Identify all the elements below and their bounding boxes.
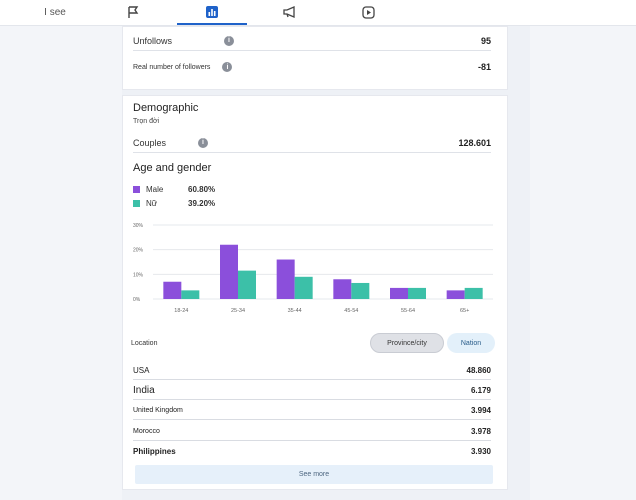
y-tick-label: 30%	[133, 223, 144, 229]
couples-label: Couples	[133, 137, 167, 148]
country-value: 3.994	[470, 405, 491, 415]
y-tick-label: 10%	[133, 272, 144, 278]
nation-button[interactable]: Nation	[447, 333, 495, 353]
x-tick-label: 65+	[460, 308, 469, 314]
unfollows-value: 95	[480, 35, 491, 46]
real-followers-label: Real number of followers	[133, 63, 211, 71]
info-icon[interactable]: i	[198, 137, 209, 148]
bar-male-65+	[446, 290, 465, 299]
x-tick-label: 18-24	[174, 308, 188, 314]
bar-male-55-64	[390, 287, 408, 299]
country-value: 6.179	[470, 385, 491, 395]
bar-male-45-54	[333, 279, 352, 299]
couples-row: Couples i 128.601	[133, 133, 491, 153]
unfollows-label: Unfollows	[133, 35, 173, 46]
megaphone-icon	[283, 6, 295, 18]
country-name: Morocco	[133, 427, 160, 435]
play-icon	[361, 5, 375, 19]
country-value: 3.930	[470, 447, 491, 456]
tab-bar: I see	[0, 0, 636, 26]
location-row: India 6.179	[133, 381, 491, 400]
tab-flag[interactable]	[98, 0, 168, 24]
country-name: USA	[133, 365, 150, 375]
tab-video[interactable]	[333, 0, 403, 24]
bar-male-18-24	[163, 281, 182, 299]
legend-swatch-male	[133, 186, 140, 193]
tab-i-see[interactable]: I see	[20, 0, 90, 24]
couples-value: 128.601	[458, 137, 491, 148]
left-background	[0, 26, 122, 500]
legend-swatch-female	[133, 200, 140, 207]
country-name: India	[133, 384, 155, 396]
bar-female-25-34	[238, 270, 256, 299]
tab-i-see-label: I see	[44, 6, 66, 18]
x-tick-label: 25-34	[231, 308, 245, 314]
info-icon[interactable]: i	[222, 62, 233, 72]
country-name: Philippines	[133, 447, 176, 456]
legend-male: Male 60.80%	[133, 185, 215, 194]
see-more-button[interactable]: See more	[135, 465, 493, 484]
bar-female-18-24	[181, 290, 200, 299]
country-value: 48.860	[466, 365, 491, 375]
legend-female-label: Nữ	[146, 199, 158, 208]
flag-icon	[128, 5, 139, 18]
right-background	[530, 26, 636, 500]
province-city-button[interactable]: Province/city	[370, 333, 444, 353]
real-followers-value: -81	[477, 62, 491, 72]
y-tick-label: 20%	[133, 248, 144, 254]
legend-male-pct: 60.80%	[188, 185, 216, 194]
age-gender-title: Age and gender	[133, 162, 212, 174]
country-value: 3.978	[470, 426, 491, 436]
location-row: Philippines 3.930	[133, 442, 491, 461]
legend-female: Nữ 39.20%	[133, 199, 215, 208]
location-row: United Kingdom 3.994	[133, 401, 491, 420]
tab-statistics[interactable]	[177, 0, 247, 25]
bar-female-35-44	[294, 276, 313, 299]
bar-male-25-34	[220, 244, 238, 299]
country-name: United Kingdom	[133, 406, 183, 414]
location-label: Location	[131, 340, 158, 347]
bar-male-35-44	[276, 259, 295, 299]
tab-ads[interactable]	[255, 0, 325, 24]
bar-female-55-64	[408, 287, 426, 299]
age-gender-chart: 0% 10% 20% 30% 18-24 25-34 35-44 45-54 55-64 65+	[133, 223, 493, 314]
demographic-card: Demographic Trọn đời Couples i 128.601 A…	[122, 95, 508, 490]
real-followers-row: Real number of followers i -81	[133, 55, 491, 79]
bar-female-65+	[464, 287, 483, 299]
x-tick-label: 35-44	[288, 308, 302, 314]
followers-card: Unfollows i 95 Real number of followers …	[122, 26, 508, 90]
location-row: USA 48.860	[133, 361, 491, 380]
legend-male-label: Male	[146, 185, 164, 194]
y-tick-label: 0%	[133, 297, 141, 303]
demographic-subtitle: Trọn đời	[133, 118, 160, 125]
unfollows-row: Unfollows i 95	[133, 31, 491, 51]
bar-chart-icon	[206, 6, 218, 18]
bar-female-45-54	[351, 282, 370, 299]
legend-female-pct: 39.20%	[188, 199, 216, 208]
info-icon[interactable]: i	[224, 35, 235, 46]
x-tick-label: 45-54	[344, 308, 358, 314]
demographic-title: Demographic	[133, 102, 199, 114]
x-tick-label: 55-64	[401, 308, 415, 314]
location-row: Morocco 3.978	[133, 422, 491, 441]
